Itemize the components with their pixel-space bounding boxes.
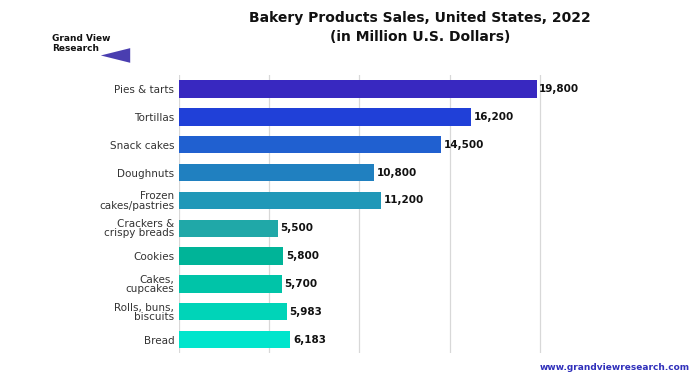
Bar <box>178 164 374 181</box>
Text: 5,500: 5,500 <box>281 223 314 233</box>
Bar <box>178 192 381 209</box>
Text: 11,200: 11,200 <box>384 196 424 205</box>
Text: 5,800: 5,800 <box>286 251 319 261</box>
Bar <box>178 303 287 320</box>
Text: www.grandviewresearch.com: www.grandviewresearch.com <box>540 363 690 372</box>
Text: 5,700: 5,700 <box>284 279 317 289</box>
Text: 6,183: 6,183 <box>293 335 326 344</box>
Bar <box>178 220 278 237</box>
Polygon shape <box>101 48 130 63</box>
Text: 16,200: 16,200 <box>474 112 514 122</box>
Bar <box>178 136 441 153</box>
Text: 14,500: 14,500 <box>443 140 484 150</box>
Bar <box>178 331 290 348</box>
Bar <box>178 108 472 126</box>
Text: 19,800: 19,800 <box>539 84 580 94</box>
Text: 5,983: 5,983 <box>289 307 322 317</box>
Text: Grand View
Research: Grand View Research <box>52 34 111 53</box>
Bar <box>178 80 536 98</box>
Text: 10,800: 10,800 <box>377 168 416 177</box>
Bar <box>178 275 281 293</box>
Bar <box>178 247 284 265</box>
Text: Bakery Products Sales, United States, 2022
(in Million U.S. Dollars): Bakery Products Sales, United States, 20… <box>249 11 591 44</box>
